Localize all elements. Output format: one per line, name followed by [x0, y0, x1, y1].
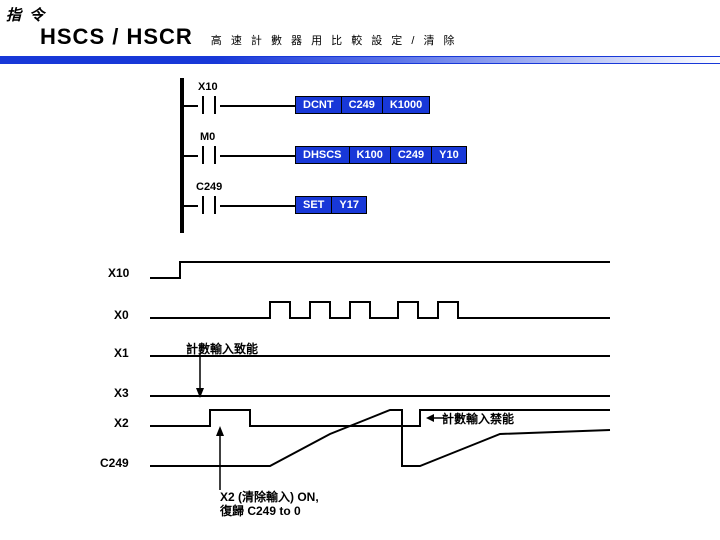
rung-wire — [184, 205, 198, 207]
timing-diagram: X10 X0 X1 X3 X2 C249 計數輸入致能 計數輸入禁能 X2 (清… — [100, 258, 640, 518]
timing-label-x3: X3 — [114, 386, 129, 400]
instruction-box: DCNT C249 K1000 — [295, 96, 429, 114]
contact-x10: X10 — [198, 96, 220, 114]
inst-cell: DHSCS — [295, 146, 350, 164]
arrow-enable — [194, 354, 206, 398]
note-reset-line2: 復歸 C249 to 0 — [220, 502, 301, 519]
timing-label-c249: C249 — [100, 456, 129, 470]
rung-wire — [220, 105, 295, 107]
rung-wire — [220, 205, 295, 207]
inst-cell: Y10 — [431, 146, 467, 164]
rung-wire — [184, 155, 198, 157]
rung-wire — [220, 155, 295, 157]
rung-wire — [184, 105, 198, 107]
inst-cell: C249 — [341, 96, 383, 114]
inst-cell: DCNT — [295, 96, 342, 114]
timing-label-x1: X1 — [114, 346, 129, 360]
instruction-box: DHSCS K100 C249 Y10 — [295, 146, 466, 164]
arrow-reset — [214, 426, 226, 490]
inst-cell: K1000 — [382, 96, 430, 114]
contact-label: X10 — [198, 81, 218, 93]
page-subtitle: 高 速 計 數 器 用 比 較 設 定 / 清 除 — [211, 32, 458, 48]
inst-cell: K100 — [349, 146, 391, 164]
ladder-diagram: X10 DCNT C249 K1000 M0 DHSCS K100 C249 Y… — [180, 78, 610, 248]
inst-cell: Y17 — [331, 196, 367, 214]
title-row: HSCS / HSCR 高 速 計 數 器 用 比 較 設 定 / 清 除 — [40, 24, 458, 50]
timing-label-x10: X10 — [108, 266, 129, 280]
instruction-box: SET Y17 — [295, 196, 366, 214]
inst-cell: C249 — [390, 146, 432, 164]
timing-label-x2: X2 — [114, 416, 129, 430]
contact-label: C249 — [196, 181, 222, 193]
divider-gradient — [0, 56, 720, 64]
inst-cell: SET — [295, 196, 332, 214]
page-title: HSCS / HSCR — [40, 24, 193, 50]
contact-label: M0 — [200, 131, 215, 143]
corner-label: 指 令 — [6, 4, 46, 25]
contact-m0: M0 — [198, 146, 220, 164]
contact-c249: C249 — [198, 196, 220, 214]
timing-label-x0: X0 — [114, 308, 129, 322]
arrow-disable — [426, 410, 444, 426]
